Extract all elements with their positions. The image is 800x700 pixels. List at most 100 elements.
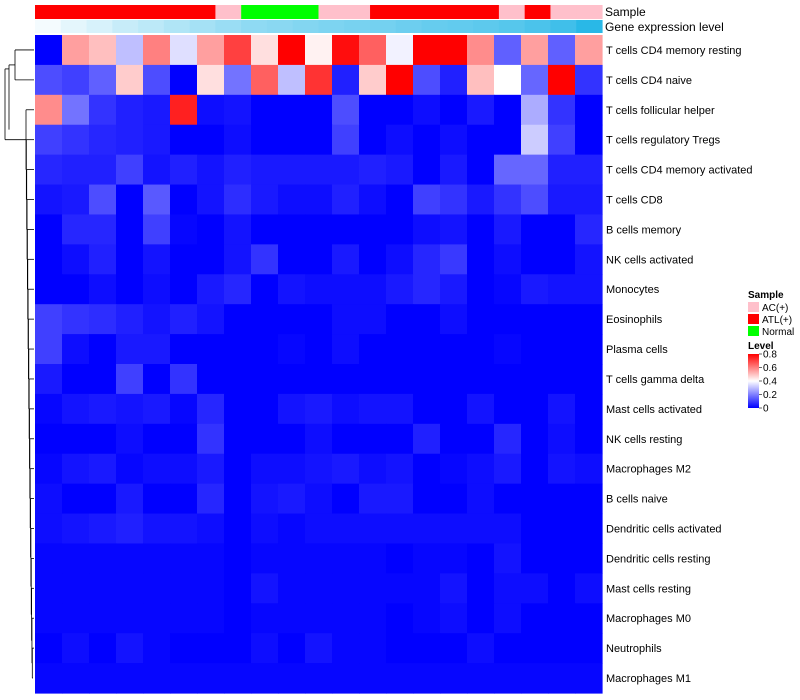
heatmap-cell (35, 513, 63, 545)
heatmap-cell (386, 94, 414, 126)
heatmap-cell (413, 274, 441, 305)
row-label: T cells CD4 naive (606, 75, 692, 87)
heatmap-cell (467, 35, 495, 66)
heatmap-cell (521, 663, 549, 694)
heatmap-cell (224, 94, 252, 126)
row-label: Macrophages M0 (606, 613, 691, 625)
heatmap-cell (197, 543, 225, 574)
heatmap-cell (224, 393, 252, 425)
heatmap-cell (251, 304, 279, 335)
heatmap-cell (467, 663, 495, 694)
heatmap-cell (467, 633, 495, 664)
heatmap-cell (224, 453, 252, 485)
heatmap-cell (494, 244, 522, 275)
heatmap-cell (197, 334, 225, 365)
legend-tick-label: 0.8 (763, 350, 777, 361)
heatmap-cell (197, 274, 225, 305)
heatmap-cell (278, 603, 306, 634)
heatmap-cell (521, 573, 549, 604)
heatmap-cell (35, 483, 63, 515)
heatmap-cell (35, 393, 63, 425)
heatmap-cell (413, 334, 441, 365)
heatmap-cell (494, 124, 522, 156)
heatmap-cell (251, 94, 279, 126)
heatmap-cell (62, 214, 90, 245)
heatmap-cell (89, 64, 117, 96)
heatmap-cell (35, 423, 63, 455)
heatmap-cell (62, 64, 90, 96)
heatmap-cell (35, 633, 63, 664)
heatmap-cell (440, 423, 468, 455)
heatmap-cell (116, 633, 144, 664)
heatmap-cell (359, 483, 387, 515)
heatmap-cell (467, 304, 495, 335)
heatmap-cell (224, 573, 252, 604)
heatmap-cell (89, 364, 117, 395)
heatmap-cell (278, 513, 306, 545)
heatmap-cell (386, 304, 414, 335)
heatmap-cell (305, 364, 333, 395)
heatmap-cell (197, 64, 225, 96)
heatmap-cell (143, 663, 171, 694)
heatmap-cell (278, 483, 306, 515)
heatmap-cell (575, 214, 603, 245)
heatmap-cell (35, 663, 63, 694)
heatmap-cell (197, 304, 225, 335)
sample-annotation-cell (524, 5, 552, 19)
heatmap-cell (386, 483, 414, 515)
sample-annotation-cell (550, 5, 577, 19)
heatmap-cell (359, 64, 387, 96)
heatmap-cell (521, 274, 549, 305)
heatmap-cell (143, 94, 171, 126)
heatmap-cell (251, 513, 279, 545)
heatmap-cell (440, 603, 468, 634)
heatmap-cell (359, 423, 387, 455)
heatmap-cell (359, 364, 387, 395)
heatmap-cell (413, 603, 441, 634)
heatmap-cell (170, 483, 198, 515)
heatmap-cell (251, 453, 279, 485)
heatmap-cell (548, 214, 576, 245)
heatmap-cell (116, 154, 144, 186)
heatmap-cell (278, 154, 306, 186)
heatmap-cell (440, 513, 468, 545)
heatmap-cell (575, 453, 603, 485)
heatmap-cell (440, 154, 468, 186)
sample-annotation-title: Sample (605, 5, 646, 19)
heatmap-cell (359, 94, 387, 126)
heatmap-cell (305, 94, 333, 126)
heatmap-cell (197, 423, 225, 455)
sample-annotation-cell (189, 5, 217, 19)
heatmap-cell (494, 603, 522, 634)
heatmap-cell (413, 184, 441, 216)
heatmap-cell (359, 393, 387, 425)
heatmap-cell (143, 274, 171, 305)
heatmap-cell (575, 64, 603, 96)
heatmap-cell (467, 244, 495, 275)
row-label: Dendritic cells resting (606, 553, 711, 565)
heatmap-cell (305, 274, 333, 305)
sample-annotation-cell (138, 5, 165, 19)
heatmap-cell (413, 124, 441, 156)
heatmap-cell (197, 603, 225, 634)
heatmap-cell (278, 543, 306, 574)
heatmap-cell (251, 543, 279, 574)
heatmap-cell (413, 573, 441, 604)
heatmap-cell (440, 483, 468, 515)
heatmap-cell (575, 94, 603, 126)
heatmap-cell (62, 304, 90, 335)
row-label: T cells CD4 memory resting (606, 45, 742, 57)
heatmap-cell (359, 124, 387, 156)
heatmap-cell (35, 35, 63, 66)
heatmap-cell (440, 214, 468, 245)
heatmap-cell (575, 274, 603, 305)
heatmap-cell (332, 364, 360, 395)
heatmap-cell (575, 573, 603, 604)
legend-tick-label: 0 (763, 404, 769, 415)
heatmap-cell (143, 184, 171, 216)
heatmap-cell (197, 35, 225, 66)
legend: Sample AC(+)ATL(+)Normal Level 0.8 0.6 0.4… (748, 290, 794, 415)
heatmap-cell (278, 64, 306, 96)
heatmap-cell (332, 423, 360, 455)
heatmap-cell (278, 274, 306, 305)
